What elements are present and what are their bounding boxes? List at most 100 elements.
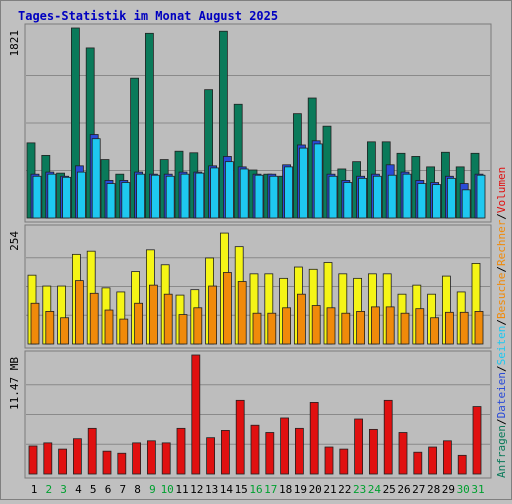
bar-seiten-day-11 [180, 173, 190, 219]
day-label-22: 22 [338, 483, 351, 496]
bar-volumen-day-28 [428, 446, 438, 475]
bar-seiten-day-20 [313, 143, 323, 219]
bar-volumen-day-29 [442, 440, 452, 475]
bar-rechner-day-23 [356, 311, 366, 345]
day-label-29: 29 [442, 483, 455, 496]
bar-seiten-day-8 [136, 173, 146, 219]
bar-seiten-day-30 [461, 189, 471, 219]
bar-rechner-day-28 [430, 317, 440, 345]
bar-volumen-day-2 [43, 442, 53, 475]
day-label-17: 17 [264, 483, 277, 496]
day-label-27: 27 [412, 483, 425, 496]
bar-rechner-day-5 [89, 292, 99, 345]
right-legend-word: Dateien [495, 372, 508, 418]
bar-volumen-day-6 [102, 450, 112, 475]
bar-seiten-day-24 [372, 175, 382, 219]
bar-seiten-day-23 [358, 177, 368, 219]
bars [26, 27, 486, 475]
bar-rechner-day-16 [252, 312, 262, 345]
bar-seiten-day-14 [224, 161, 234, 219]
bar-rechner-day-29 [444, 311, 454, 345]
right-legend-word: / [495, 365, 508, 372]
y-axis-labels: 1821 254 11.47 MB [8, 30, 21, 410]
bar-seiten-day-31 [476, 174, 486, 219]
bar-volumen-day-23 [354, 418, 364, 475]
day-label-3: 3 [60, 483, 67, 496]
bar-volumen-day-9 [146, 440, 156, 475]
bar-seiten-day-6 [106, 183, 116, 219]
bar-rechner-day-10 [163, 293, 173, 345]
y-axis-max-label: 254 [8, 231, 21, 251]
day-label-8: 8 [134, 483, 141, 496]
bar-rechner-day-14 [222, 272, 232, 345]
bar-seiten-day-10 [165, 175, 175, 219]
day-label-11: 11 [175, 483, 188, 496]
day-label-2: 2 [45, 483, 52, 496]
bar-rechner-day-18 [282, 307, 292, 345]
bar-seiten-day-16 [254, 174, 264, 219]
bar-rechner-day-2 [45, 311, 55, 345]
bar-seiten-day-27 [417, 183, 427, 219]
bar-volumen-day-30 [457, 454, 467, 475]
bar-rechner-day-12 [193, 307, 203, 345]
bar-volumen-day-24 [368, 428, 378, 475]
day-label-12: 12 [190, 483, 203, 496]
bar-rechner-day-8 [134, 302, 144, 345]
bar-seiten-day-2 [47, 173, 57, 219]
bar-rechner-day-25 [385, 306, 395, 345]
right-legend-labels: Anfragen/Dateien/Seiten/Besuche/Rechner/… [495, 167, 508, 478]
chart-title: Tages-Statistik im Monat August 2025 [18, 9, 278, 23]
bar-seiten-day-22 [343, 182, 353, 219]
day-label-15: 15 [235, 483, 248, 496]
bar-volumen-day-15 [235, 399, 245, 475]
bar-rechner-day-3 [60, 317, 69, 345]
bar-seiten-day-17 [269, 175, 279, 219]
bar-seiten-day-28 [432, 184, 442, 219]
bar-volumen-day-3 [58, 448, 67, 475]
bar-seiten-day-5 [91, 138, 101, 219]
bar-seiten-day-19 [298, 147, 308, 219]
bar-volumen-day-31 [472, 406, 482, 475]
bar-rechner-day-31 [474, 311, 484, 345]
y-axis-max-label: 11.47 MB [8, 357, 21, 410]
bar-volumen-day-4 [73, 438, 82, 475]
bar-rechner-day-19 [296, 293, 306, 345]
bar-rechner-day-1 [30, 302, 40, 345]
bar-seiten-day-9 [150, 174, 160, 219]
bar-seiten-day-7 [121, 182, 131, 219]
bar-rechner-day-6 [104, 309, 114, 345]
day-label-25: 25 [383, 483, 396, 496]
bar-rechner-day-20 [311, 305, 321, 345]
bar-volumen-day-12 [191, 354, 201, 475]
right-legend: Anfragen/Dateien/Seiten/Besuche/Rechner/… [495, 167, 508, 478]
bar-seiten-day-29 [446, 177, 456, 219]
bar-volumen-day-5 [87, 427, 97, 475]
bar-seiten-day-12 [195, 172, 205, 219]
bar-seiten-day-25 [387, 174, 397, 219]
bar-volumen-day-19 [294, 427, 304, 475]
bar-rechner-day-15 [237, 281, 247, 345]
bar-rechner-day-17 [267, 312, 277, 345]
day-label-30: 30 [457, 483, 470, 496]
bar-volumen-day-10 [161, 442, 171, 475]
bar-rechner-day-26 [400, 312, 410, 345]
bar-rechner-day-9 [148, 284, 158, 345]
right-legend-word: / [495, 418, 508, 425]
bar-volumen-day-25 [383, 399, 393, 475]
bar-volumen-day-14 [220, 430, 230, 475]
bar-volumen-day-22 [339, 448, 349, 475]
bar-volumen-day-16 [250, 424, 260, 475]
day-label-21: 21 [323, 483, 336, 496]
right-legend-word: / [495, 319, 508, 326]
bar-seiten-day-13 [210, 167, 220, 219]
bar-rechner-day-13 [208, 285, 218, 345]
day-label-6: 6 [105, 483, 112, 496]
day-label-16: 16 [249, 483, 262, 496]
day-label-14: 14 [220, 483, 234, 496]
right-legend-word: Besuche [495, 273, 508, 319]
bar-volumen-day-11 [176, 427, 186, 475]
bar-volumen-day-20 [309, 402, 319, 475]
bar-seiten-day-21 [328, 175, 338, 219]
